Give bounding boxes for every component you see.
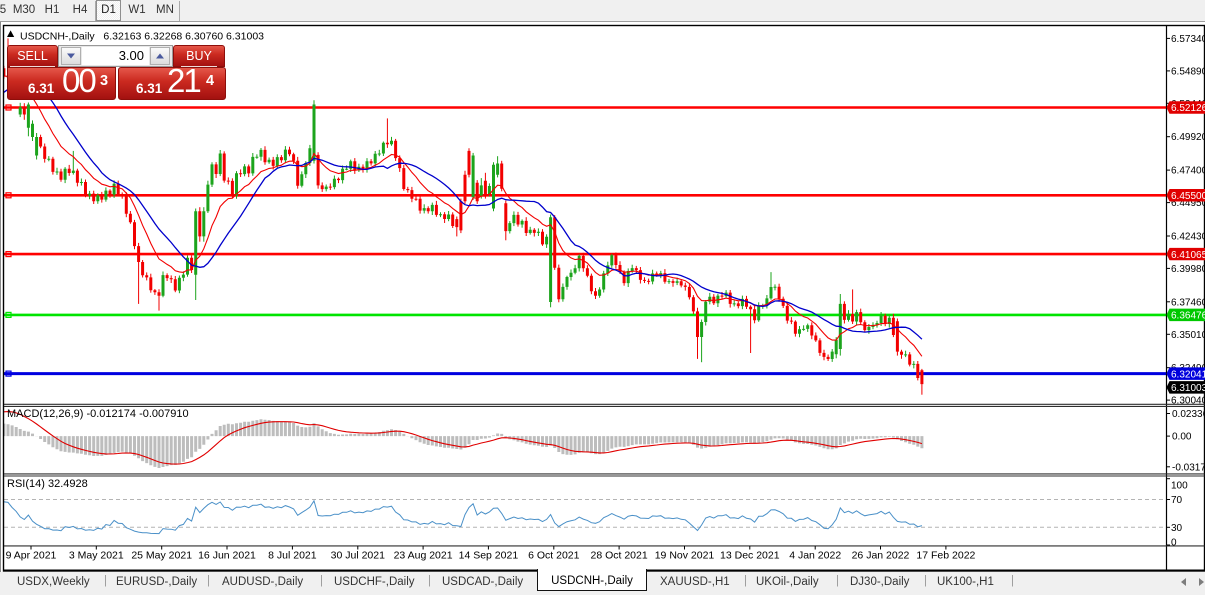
svg-text:70: 70 [1171,495,1183,506]
svg-text:6.42430: 6.42430 [1171,232,1205,243]
svg-text:0.00: 0.00 [1172,432,1192,443]
svg-text:6.57340: 6.57340 [1171,34,1205,45]
svg-text:6 Oct 2021: 6 Oct 2021 [528,550,580,562]
svg-text:25 May 2021: 25 May 2021 [131,550,192,562]
svg-text:0: 0 [1171,537,1177,548]
svg-text:6.32041: 6.32041 [1171,369,1205,380]
svg-text:9 Apr 2021: 9 Apr 2021 [6,550,57,562]
svg-text:17 Feb 2022: 17 Feb 2022 [916,550,975,562]
svg-text:6.54890: 6.54890 [1171,66,1205,77]
svg-text:23 Aug 2021: 23 Aug 2021 [394,550,453,562]
svg-text:26 Jan 2022: 26 Jan 2022 [852,550,910,562]
svg-text:4 Jan 2022: 4 Jan 2022 [789,550,841,562]
svg-text:6.31003: 6.31003 [1171,383,1205,394]
svg-text:6.37460: 6.37460 [1171,297,1205,308]
svg-text:RSI(14) 32.4928: RSI(14) 32.4928 [7,478,88,490]
svg-text:-0.031745: -0.031745 [1172,462,1205,473]
svg-text:6.41065: 6.41065 [1171,250,1205,261]
svg-text:30 Jul 2021: 30 Jul 2021 [331,550,385,562]
svg-text:30: 30 [1171,523,1183,534]
svg-text:USDCNH-,Daily 6.32163 6.3226: USDCNH-,Daily 6.32163 6.32268 6.30760 6.… [20,31,264,43]
svg-text:6.44950: 6.44950 [1171,198,1205,209]
svg-text:6.30040: 6.30040 [1171,396,1205,407]
svg-text:6.36476: 6.36476 [1171,311,1205,322]
svg-text:28 Oct 2021: 28 Oct 2021 [590,550,647,562]
svg-text:16 Jun 2021: 16 Jun 2021 [198,550,256,562]
svg-text:6.35010: 6.35010 [1171,330,1205,341]
svg-text:100: 100 [1171,480,1188,491]
svg-text:6.39980: 6.39980 [1171,264,1205,275]
svg-text:13 Dec 2021: 13 Dec 2021 [720,550,780,562]
svg-text:6.49920: 6.49920 [1171,132,1205,143]
svg-text:3 May 2021: 3 May 2021 [69,550,124,562]
svg-text:MACD(12,26,9) -0.012174 -0.007: MACD(12,26,9) -0.012174 -0.007910 [7,408,189,420]
svg-text:8 Jul 2021: 8 Jul 2021 [268,550,317,562]
svg-text:6.45500: 6.45500 [1171,191,1205,202]
svg-text:19 Nov 2021: 19 Nov 2021 [655,550,715,562]
svg-text:0.023365: 0.023365 [1172,409,1205,420]
svg-text:6.52126: 6.52126 [1171,103,1205,114]
svg-text:14 Sep 2021: 14 Sep 2021 [459,550,519,562]
svg-text:6.47400: 6.47400 [1171,166,1205,177]
